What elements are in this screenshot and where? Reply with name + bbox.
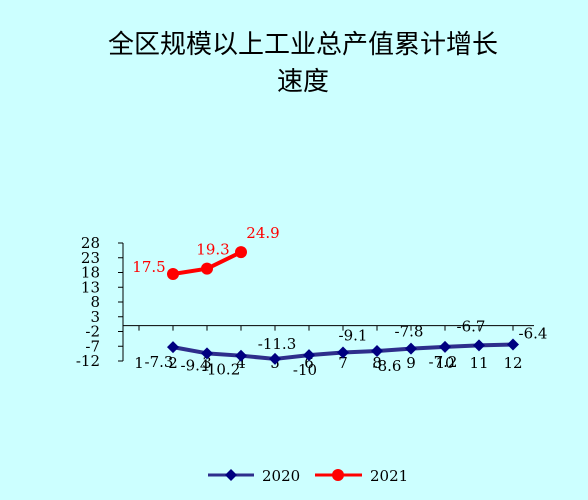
point-2020 <box>269 352 281 365</box>
x-tick-label: 1 <box>134 354 144 372</box>
data-label-2020: -11.3 <box>258 335 296 353</box>
point-2020 <box>473 339 485 352</box>
y-tick-label: 8 <box>90 293 100 311</box>
data-label-2020: -6.4 <box>519 324 548 342</box>
x-tick-label: 8 <box>372 354 382 372</box>
data-label-2020: -7.3 <box>145 353 174 371</box>
point-2020 <box>167 341 179 354</box>
x-tick-label: 2 <box>168 354 178 372</box>
point-2020 <box>337 346 349 359</box>
data-label-2020: -7.2 <box>429 353 458 371</box>
point-2020 <box>507 338 519 351</box>
point-2020 <box>201 347 213 360</box>
legend-2020-marker <box>225 469 237 481</box>
chart-title: 全区规模以上工业总产值累计增长 <box>108 30 498 60</box>
y-tick-label: -2 <box>85 323 100 341</box>
y-tick-label: 3 <box>90 308 100 326</box>
y-tick-label: 13 <box>81 278 100 296</box>
x-tick-label: 9 <box>406 354 416 372</box>
point-2020 <box>235 349 247 362</box>
data-label-2020: -6.7 <box>457 317 486 335</box>
series-layer <box>167 246 519 365</box>
y-tick-label: -7 <box>85 337 100 355</box>
point-2020 <box>405 342 417 355</box>
x-tick-label: 11 <box>469 354 488 372</box>
data-label-2020: -7.8 <box>395 323 424 341</box>
data-label-2020: -8.6 <box>373 357 402 375</box>
data-label-2021: 24.9 <box>246 224 279 242</box>
data-label-2020: -9.4 <box>181 356 210 374</box>
chart-title-line2: 速度 <box>277 67 329 97</box>
y-tick-label: 18 <box>81 264 100 282</box>
y-tick-label: -12 <box>76 352 100 370</box>
point-2020 <box>303 349 315 362</box>
x-tick-label: 7 <box>338 354 348 372</box>
y-tick-label: 23 <box>81 249 100 267</box>
data-label-2021: 19.3 <box>196 241 229 259</box>
point-2021 <box>201 262 213 275</box>
data-label-2020: -10 <box>293 361 317 379</box>
legend-2021-label: 2021 <box>370 467 408 485</box>
x-tick-label: 3 <box>202 354 212 372</box>
x-tick-label: 4 <box>236 354 246 372</box>
data-label-2021: 17.5 <box>132 258 165 276</box>
x-tick-label: 12 <box>503 354 522 372</box>
x-tick-label: 6 <box>304 354 314 372</box>
data-label-2020: -9.1 <box>339 326 368 344</box>
point-2020 <box>439 340 451 353</box>
point-2021 <box>235 246 247 259</box>
x-tick-label: 10 <box>435 354 454 372</box>
point-2021 <box>167 267 179 280</box>
data-labels: -7.3 -9.4-10.2 -11.3 -10 -9.1 -8.6 -7.8 -7.2 -6.… <box>132 224 547 379</box>
legend: 2020 2021 <box>208 467 408 485</box>
y-tick-label: 28 <box>81 234 100 252</box>
point-2020 <box>371 344 383 357</box>
legend-2020-label: 2020 <box>262 467 300 485</box>
legend-2021-marker <box>332 469 344 481</box>
data-label-2020: -10.2 <box>202 361 240 379</box>
